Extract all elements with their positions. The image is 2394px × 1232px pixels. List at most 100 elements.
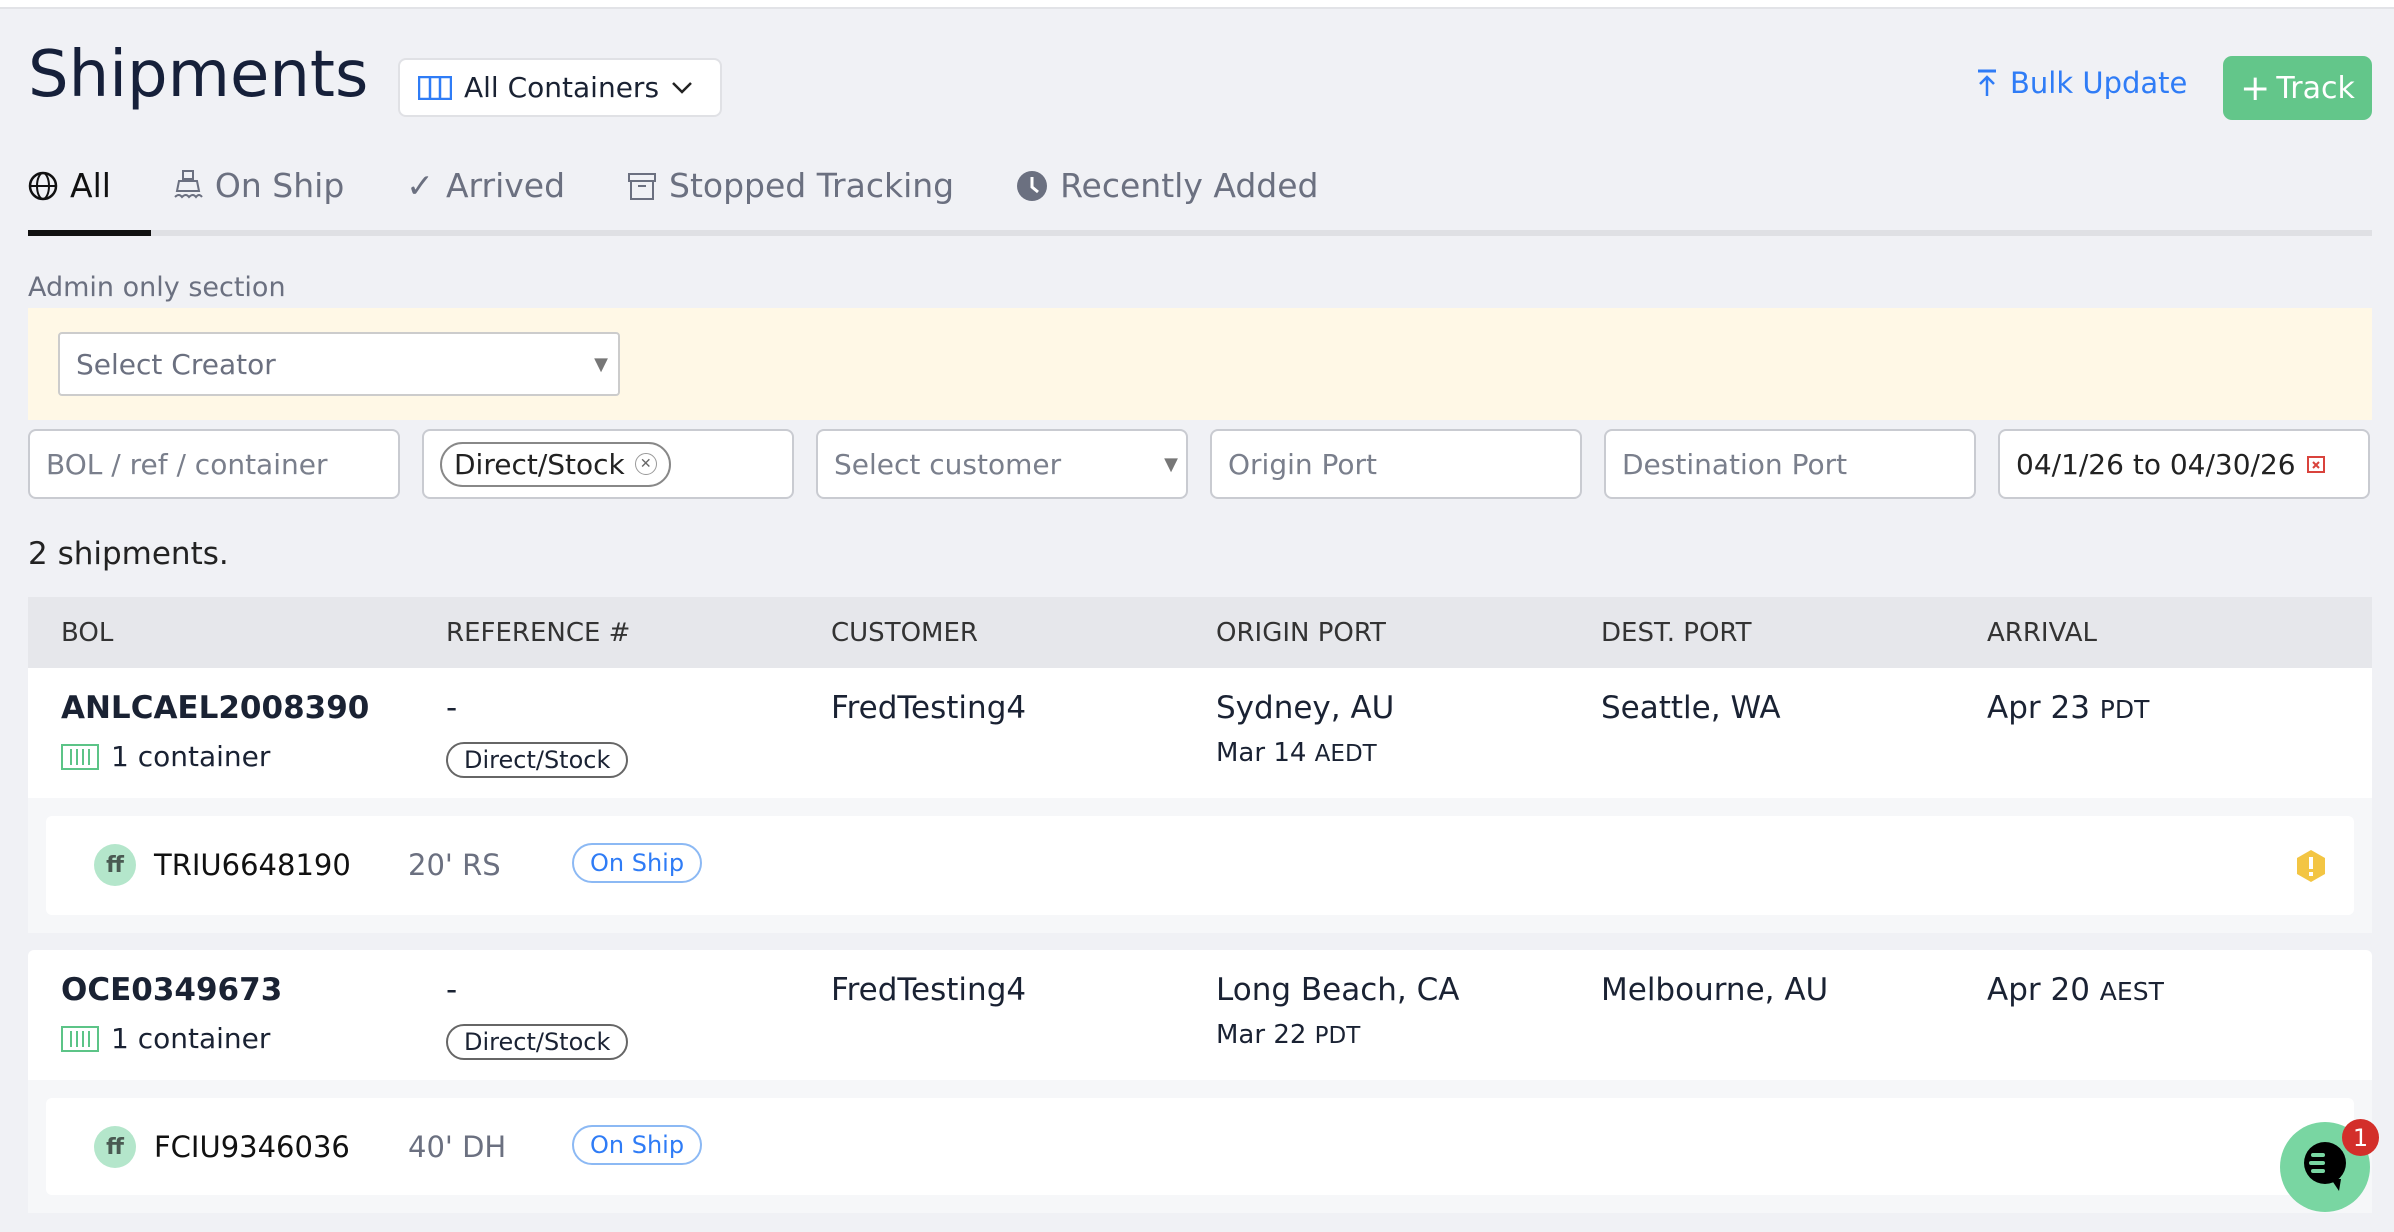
tab-recently-added[interactable]: Recently Added (1016, 166, 1319, 205)
status-tabs: All On Ship ✓ Arrived Stopped Tracking R… (28, 166, 1381, 205)
arrival-date: Apr 20 (1987, 972, 2090, 1008)
destination-port-input[interactable]: Destination Port (1604, 429, 1976, 499)
customer: FredTesting4 (831, 972, 1027, 1008)
arrival-tz: PDT (2099, 695, 2150, 724)
avatar: ff (94, 844, 136, 886)
clock-icon (1017, 170, 1048, 201)
search-input[interactable]: BOL / ref / container (28, 429, 400, 499)
bulk-update-label: Bulk Update (2010, 66, 2188, 100)
ship-icon (174, 169, 203, 199)
tab-stopped-tracking[interactable]: Stopped Tracking (627, 166, 954, 205)
container-count[interactable]: 1 container (61, 1022, 270, 1055)
tab-label: On Ship (214, 166, 345, 205)
table-row[interactable]: OCE0349673 1 container - Direct/Stock Fr… (28, 950, 2372, 1080)
track-button[interactable]: + Track (2223, 56, 2372, 120)
bulk-update-button[interactable]: Bulk Update (1976, 66, 2187, 100)
bol-number[interactable]: ANLCAEL2008390 (61, 690, 370, 726)
tag-pill: Direct/Stock (446, 742, 629, 778)
track-label: Track (2276, 70, 2355, 106)
destination-placeholder: Destination Port (1622, 447, 1848, 481)
search-placeholder: BOL / ref / container (46, 447, 328, 481)
container-count-label: 1 container (111, 1022, 271, 1055)
status-badge: On Ship (572, 843, 703, 883)
table-row[interactable]: ANLCAEL2008390 1 container - Direct/Stoc… (28, 668, 2372, 798)
column-header[interactable]: ORIGIN PORT (1216, 618, 1386, 648)
customer-placeholder: Select customer (834, 447, 1062, 481)
filter-bar: BOL / ref / container Direct/Stock ✕ Sele… (28, 429, 2370, 499)
tab-label: All (70, 166, 111, 205)
tab-label: Stopped Tracking (669, 166, 955, 205)
unread-badge: 1 (2342, 1119, 2379, 1156)
admin-section: Select Creator ▼ (28, 308, 2372, 420)
container-subrow: ff FCIU9346036 40' DH On Ship (28, 1080, 2372, 1213)
admin-section-label: Admin only section (28, 272, 286, 303)
container-type: 40' DH (408, 1130, 507, 1164)
caret-down-icon: ▼ (594, 353, 608, 375)
dropdown-value: All Containers (464, 71, 660, 104)
column-header[interactable]: BOL (61, 618, 114, 648)
destination-port: Melbourne, AU (1601, 972, 1829, 1008)
tag-pill: Direct/Stock (446, 1024, 629, 1060)
column-header[interactable]: DEST. PORT (1601, 618, 1752, 648)
origin-port: Sydney, AU (1216, 690, 1395, 726)
origin-port: Long Beach, CA (1216, 972, 1460, 1008)
container-count-label: 1 container (111, 740, 271, 773)
status-badge: On Ship (572, 1125, 703, 1165)
table-header: BOL REFERENCE # CUSTOMER ORIGIN PORT DES… (28, 597, 2372, 668)
tag-chip-label: Direct/Stock (454, 447, 625, 481)
reference: - (446, 690, 458, 726)
column-header[interactable]: ARRIVAL (1987, 618, 2097, 648)
date-range-input[interactable]: 04/1/26 to 04/30/26 (1998, 429, 2370, 499)
tab-on-ship[interactable]: On Ship (173, 166, 344, 205)
active-tab-indicator (28, 230, 151, 236)
customer-select[interactable]: Select customer ▼ (816, 429, 1188, 499)
avatar: ff (94, 1126, 136, 1168)
upload-icon (1978, 69, 1996, 96)
container-view-dropdown[interactable]: All Containers (398, 58, 722, 117)
container-type: 20' RS (408, 848, 501, 882)
destination-port: Seattle, WA (1601, 690, 1781, 726)
columns-icon (418, 75, 452, 100)
tab-underline (28, 230, 2372, 236)
departure-tz: PDT (1314, 1023, 1361, 1049)
select-creator-placeholder: Select Creator (76, 347, 276, 381)
globe-icon (28, 171, 58, 200)
chat-icon (2304, 1142, 2346, 1191)
page-title: Shipments (28, 38, 369, 112)
plus-icon: + (2240, 67, 2271, 109)
departure-date: Mar 14 (1216, 738, 1307, 768)
container-icon (61, 1025, 99, 1052)
caret-down-icon: ▼ (1164, 453, 1178, 475)
bol-number[interactable]: OCE0349673 (61, 972, 283, 1008)
tag-filter-input[interactable]: Direct/Stock ✕ (422, 429, 794, 499)
check-icon: ✓ (406, 166, 434, 205)
departure-date: Mar 22 (1216, 1020, 1307, 1050)
container-card[interactable]: ff TRIU6648190 20' RS On Ship (46, 816, 2354, 915)
warning-icon[interactable] (2296, 849, 2326, 883)
arrival-tz: AEST (2099, 977, 2164, 1006)
column-header[interactable]: CUSTOMER (831, 618, 978, 648)
select-creator-dropdown[interactable]: Select Creator ▼ (58, 332, 620, 396)
tab-label: Arrived (445, 166, 566, 205)
chevron-down-icon (672, 81, 692, 94)
container-number[interactable]: FCIU9346036 (154, 1130, 350, 1164)
origin-port-input[interactable]: Origin Port (1210, 429, 1582, 499)
customer: FredTesting4 (831, 690, 1027, 726)
container-number[interactable]: TRIU6648190 (154, 848, 351, 882)
tab-label: Recently Added (1060, 166, 1319, 205)
top-border (0, 0, 2394, 9)
container-subrow: ff TRIU6648190 20' RS On Ship (28, 798, 2372, 933)
origin-placeholder: Origin Port (1228, 447, 1378, 481)
column-header[interactable]: REFERENCE # (446, 618, 631, 648)
tab-arrived[interactable]: ✓ Arrived (406, 166, 565, 205)
container-icon (61, 743, 99, 770)
archive-icon (628, 172, 657, 200)
tag-chip: Direct/Stock ✕ (440, 441, 671, 487)
container-card[interactable]: ff FCIU9346036 40' DH On Ship (46, 1098, 2354, 1195)
date-range-value: 04/1/26 to 04/30/26 (2016, 447, 2296, 481)
departure-tz: AEDT (1314, 741, 1377, 767)
remove-tag-icon[interactable]: ✕ (634, 453, 657, 475)
container-count[interactable]: 1 container (61, 740, 270, 773)
shipment-count: 2 shipments. (28, 536, 229, 572)
tab-all[interactable]: All (28, 166, 111, 205)
